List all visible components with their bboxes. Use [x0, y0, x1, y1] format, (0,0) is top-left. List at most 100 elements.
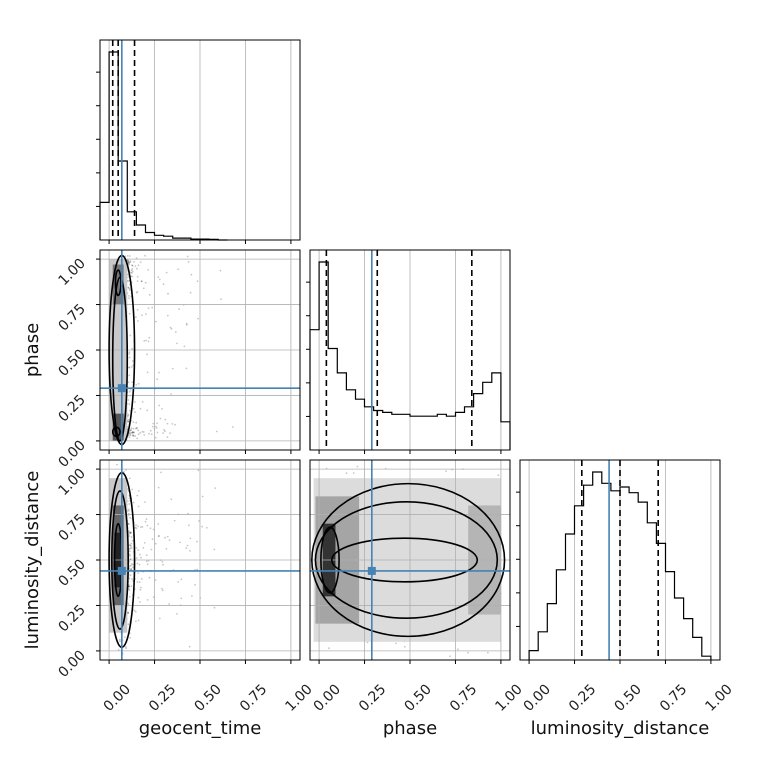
scatter-point-geocent-time-phase — [147, 340, 150, 343]
scatter-point-geocent-time-phase — [139, 407, 142, 410]
scatter-point-geocent-time-phase — [131, 431, 134, 434]
scatter-point-geocent-time-luminosity-distance — [132, 563, 135, 566]
scatter-point-geocent-time-phase — [178, 308, 181, 310]
scatter-point-geocent-time-phase — [185, 324, 188, 326]
scatter-point-geocent-time-luminosity-distance — [123, 636, 126, 638]
scatter-point-geocent-time-luminosity-distance — [185, 547, 188, 549]
scatter-point-geocent-time-phase — [130, 427, 133, 430]
scatter-point-geocent-time-luminosity-distance — [205, 526, 208, 529]
scatter-point-geocent-time-luminosity-distance — [197, 469, 200, 472]
scatter-point-geocent-time-luminosity-distance — [130, 585, 133, 587]
scatter-point-geocent-time-phase — [166, 422, 169, 425]
scatter-point-geocent-time-luminosity-distance — [180, 597, 183, 600]
scatter-point-geocent-time-phase — [129, 433, 132, 435]
scatter-point-geocent-time-phase — [167, 292, 169, 295]
contour-phase-luminosity-distance — [320, 526, 340, 594]
scatter-point-geocent-time-phase — [169, 326, 172, 329]
scatter-point-geocent-time-phase — [135, 316, 137, 319]
scatter-point-geocent-time-phase — [219, 269, 222, 272]
scatter-point-geocent-time-phase — [127, 434, 130, 437]
scatter-point-geocent-time-phase — [162, 432, 164, 434]
scatter-point-geocent-time-luminosity-distance — [128, 550, 131, 553]
scatter-point-geocent-time-luminosity-distance — [138, 563, 141, 566]
scatter-point-geocent-time-phase — [128, 312, 131, 315]
scatter-point-geocent-time-phase — [149, 429, 152, 432]
scatter-point-geocent-time-phase — [127, 366, 130, 369]
scatter-point-geocent-time-luminosity-distance — [142, 546, 145, 549]
scatter-point-geocent-time-phase — [131, 267, 134, 270]
scatter-point-geocent-time-phase — [135, 291, 138, 294]
scatter-point-geocent-time-phase — [133, 260, 135, 263]
contour-geocent-time-phase — [111, 426, 121, 438]
scatter-point-geocent-time-luminosity-distance — [129, 532, 132, 535]
scatter-point-geocent-time-phase — [127, 262, 130, 264]
scatter-point-geocent-time-phase — [215, 430, 218, 433]
scatter-point-geocent-time-phase — [145, 313, 147, 316]
scatter-point-geocent-time-phase — [131, 270, 134, 273]
quantile-layer — [111, 40, 659, 660]
scatter-point-geocent-time-luminosity-distance — [136, 494, 139, 497]
scatter-point-geocent-time-phase — [189, 291, 192, 294]
scatter-point-geocent-time-phase — [129, 260, 132, 262]
scatter-point-geocent-time-luminosity-distance — [128, 531, 130, 533]
scatter-point-geocent-time-phase — [129, 261, 132, 263]
scatter-point-geocent-time-luminosity-distance — [128, 577, 131, 580]
scatter-point-geocent-time-luminosity-distance — [189, 550, 191, 552]
scatter-point-geocent-time-phase — [136, 291, 139, 293]
scatter-point-geocent-time-luminosity-distance — [129, 531, 132, 534]
scatter-point-geocent-time-phase — [170, 327, 173, 330]
scatter-point-geocent-time-phase — [128, 436, 131, 439]
scatter-point-geocent-time-luminosity-distance — [168, 603, 171, 605]
scatter-point-geocent-time-luminosity-distance — [131, 578, 134, 581]
scatter-point-geocent-time-phase — [158, 404, 161, 407]
scatter-point-geocent-time-phase — [156, 431, 159, 434]
scatter-point-geocent-time-phase — [134, 411, 137, 414]
scatter-point-geocent-time-phase — [131, 347, 134, 350]
scatter-point-geocent-time-luminosity-distance — [214, 487, 217, 489]
scatter-point-geocent-time-luminosity-distance — [132, 501, 135, 504]
scatter-point-geocent-time-luminosity-distance — [213, 548, 216, 551]
scatter-point-geocent-time-luminosity-distance — [161, 589, 164, 592]
scatter-point-geocent-time-luminosity-distance — [130, 564, 132, 567]
scatter-point-geocent-time-phase — [145, 339, 147, 342]
y-tick-label-luminosity_distance: 0.25 — [55, 602, 88, 635]
scatter-point-geocent-time-phase — [137, 264, 140, 267]
x-tick-label-geocent_time: 0.50 — [192, 681, 225, 714]
scatter-point-geocent-time-luminosity-distance — [129, 544, 132, 546]
scatter-point-geocent-time-luminosity-distance — [177, 581, 180, 583]
scatter-point-geocent-time-phase — [134, 435, 137, 437]
histogram-phase — [309, 261, 511, 450]
scatter-point-geocent-time-phase — [128, 366, 131, 369]
scatter-point-geocent-time-luminosity-distance — [140, 526, 142, 528]
scatter-point-geocent-time-luminosity-distance — [139, 588, 142, 591]
scatter-point-geocent-time-phase — [142, 431, 145, 433]
scatter-point-geocent-time-phase — [146, 409, 149, 412]
x-tick-label-phase: 0.00 — [311, 681, 344, 714]
scatter-point-phase-luminosity-distance — [328, 647, 330, 650]
scatter-point-geocent-time-luminosity-distance — [130, 542, 133, 545]
histogram-luminosity_distance — [528, 471, 712, 660]
scatter-point-geocent-time-phase — [144, 281, 147, 284]
y-tick-label-phase: 1.00 — [55, 256, 88, 289]
scatter-point-geocent-time-luminosity-distance — [150, 548, 153, 551]
scatter-point-geocent-time-phase — [163, 429, 166, 431]
scatter-point-geocent-time-phase — [132, 434, 134, 437]
scatter-point-phase-luminosity-distance — [467, 651, 469, 654]
scatter-point-geocent-time-phase — [131, 431, 134, 434]
truth-layer — [100, 40, 610, 660]
scatter-point-geocent-time-phase — [127, 280, 130, 282]
contour-phase-luminosity-distance — [331, 537, 479, 583]
scatter-point-geocent-time-luminosity-distance — [128, 544, 131, 547]
scatter-point-geocent-time-phase — [134, 265, 137, 267]
scatter-point-geocent-time-luminosity-distance — [161, 560, 164, 563]
scatter-point-geocent-time-luminosity-distance — [137, 505, 140, 508]
scatter-point-geocent-time-luminosity-distance — [137, 525, 139, 528]
y-tick-label-phase: 0.00 — [55, 437, 88, 470]
scatter-point-geocent-time-luminosity-distance — [127, 523, 130, 525]
y-tick-label-phase: 0.50 — [55, 347, 88, 380]
scatter-point-geocent-time-luminosity-distance — [188, 645, 191, 648]
scatter-point-geocent-time-phase — [166, 436, 169, 438]
scatter-point-geocent-time-luminosity-distance — [129, 637, 132, 639]
scatter-point-geocent-time-luminosity-distance — [201, 495, 204, 498]
scatter-point-geocent-time-phase — [128, 403, 131, 406]
